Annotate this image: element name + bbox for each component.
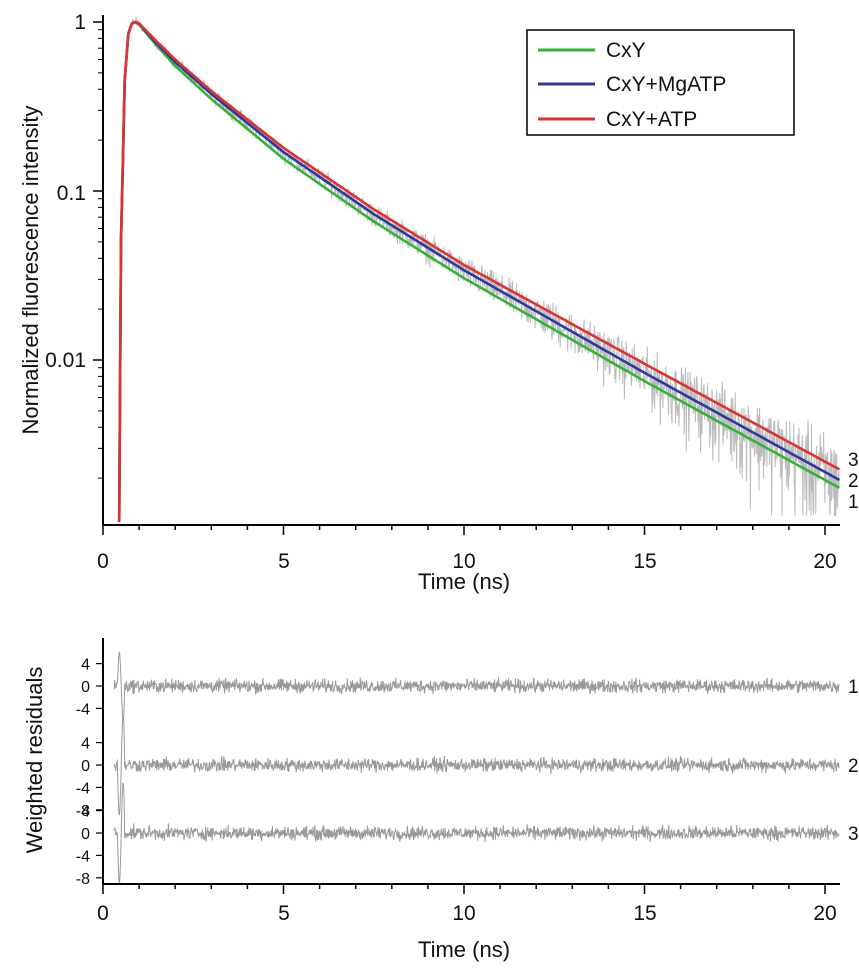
- residuals-y-axis-title: Weighted residuals: [22, 667, 47, 854]
- fit-curve-2: [117, 20, 841, 523]
- legend-label-cxy-mgatp: CxY+MgATP: [606, 73, 726, 96]
- decay-x-axis-title: Time (ns): [418, 569, 510, 594]
- res-y-tick-label: 4: [81, 657, 90, 674]
- x-tick-label-10: 10: [452, 550, 475, 573]
- curve-label-1: 1: [848, 492, 859, 513]
- y-tick-label-0.1: 0.1: [57, 182, 86, 205]
- residual-label-3: 3: [848, 824, 859, 845]
- res-y-tick-label: -8: [76, 803, 90, 820]
- res-x-tick-label-20: 20: [813, 902, 836, 925]
- decay-y-axis-title: Normalized fluorescence intensity: [18, 106, 43, 435]
- curve-label-3: 3: [848, 450, 859, 471]
- legend-label-cxy-atp: CxY+ATP: [606, 108, 697, 131]
- x-tick-label-5: 5: [278, 550, 290, 573]
- res-x-tick-label-0: 0: [97, 902, 109, 925]
- legend-label-cxy: CxY: [606, 39, 646, 62]
- legend: CxY CxY+MgATP CxY+ATP: [526, 29, 795, 136]
- res-y-tick-label: -8: [76, 871, 90, 888]
- residuals-panel: 40-440-4-840-4-8 0 5 10 15 20 Time (ns) …: [22, 638, 859, 962]
- residuals-y-ticks: 40-440-4-840-4-8: [76, 657, 103, 888]
- res-y-tick-label: -4: [76, 701, 90, 718]
- curve-label-2: 2: [848, 471, 859, 492]
- y-tick-label-1: 1: [74, 11, 86, 34]
- residuals-x-axis-title: Time (ns): [418, 937, 510, 962]
- res-y-tick-label: 0: [81, 679, 90, 696]
- x-tick-label-20: 20: [813, 550, 836, 573]
- decay-plot-panel: 0 5 10 15 20 1 0.1 0.01 Time (ns) Normal…: [18, 11, 859, 594]
- fit-curves: [117, 20, 841, 523]
- res-y-tick-label: -4: [76, 848, 90, 865]
- residual-traces: [113, 651, 840, 884]
- res-x-tick-label-5: 5: [278, 902, 290, 925]
- res-x-tick-label-15: 15: [633, 902, 656, 925]
- residual-label-1: 1: [848, 677, 859, 698]
- res-y-tick-label: 4: [81, 736, 90, 753]
- x-tick-label-15: 15: [633, 550, 656, 573]
- curve-end-labels: 3 2 1: [848, 450, 859, 513]
- decay-x-ticks: [102, 525, 826, 535]
- residual-label-2: 2: [848, 756, 859, 777]
- res-y-tick-label: 0: [81, 758, 90, 775]
- fit-curve-1: [117, 20, 841, 523]
- residual-trace-1: [113, 651, 840, 721]
- res-y-tick-label: 4: [81, 804, 90, 821]
- decay-y-ticks: [93, 21, 103, 479]
- residual-trace-labels: 1 2 3: [848, 677, 859, 845]
- x-tick-label-0: 0: [97, 550, 109, 573]
- residual-trace-3: [113, 782, 840, 884]
- residuals-x-ticks: [102, 884, 826, 894]
- res-x-tick-label-10: 10: [452, 902, 475, 925]
- y-tick-label-0.01: 0.01: [45, 349, 86, 372]
- residual-trace-2: [113, 714, 840, 816]
- res-y-tick-label: 0: [81, 826, 90, 843]
- res-y-tick-label: -4: [76, 780, 90, 797]
- fit-curve-3: [117, 20, 841, 523]
